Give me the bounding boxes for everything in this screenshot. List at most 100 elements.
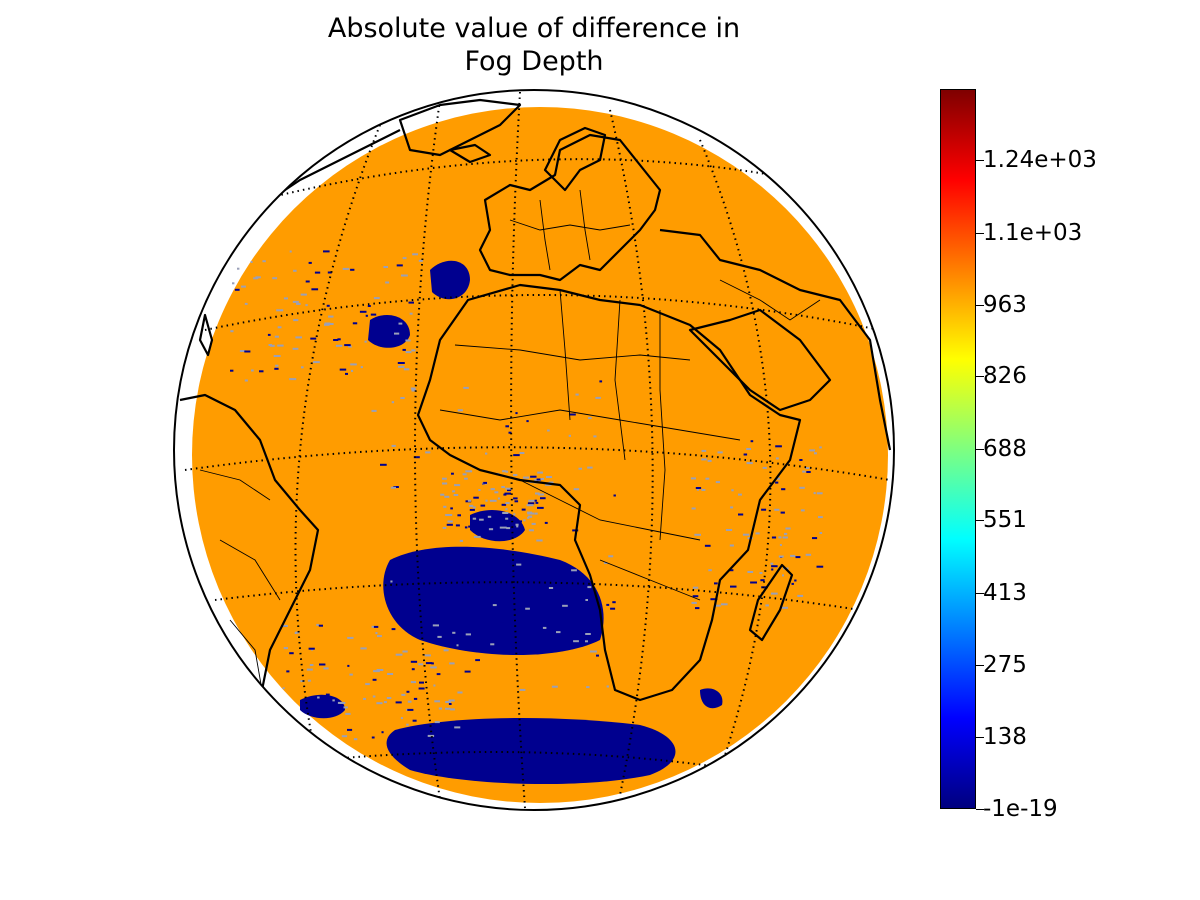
speckle	[445, 701, 451, 703]
speckle	[365, 314, 368, 317]
speckle	[450, 708, 455, 711]
speckle	[418, 663, 423, 666]
speckle	[434, 700, 440, 703]
speckle	[311, 288, 319, 291]
speckle	[608, 555, 614, 558]
low-value-patch-north-atlantic-a	[430, 260, 470, 300]
speckle	[230, 369, 234, 372]
speckle	[442, 482, 448, 485]
speckle	[497, 497, 501, 500]
speckle	[347, 728, 353, 731]
speckle	[395, 701, 402, 704]
globe-outline	[173, 89, 895, 811]
speckle	[317, 696, 320, 699]
speckle	[496, 529, 500, 532]
colorbar-tick	[976, 665, 984, 666]
parallel-30s	[214, 581, 861, 611]
speckle	[326, 304, 330, 307]
speckle	[440, 707, 443, 710]
speckle	[341, 735, 348, 738]
speckle	[360, 366, 363, 369]
speckle	[701, 458, 707, 461]
speckle	[513, 474, 518, 476]
speckle	[750, 440, 754, 443]
speckle	[411, 668, 415, 671]
speckle	[473, 535, 481, 538]
speckle	[812, 537, 818, 540]
speckle	[410, 387, 416, 390]
speckle	[267, 333, 271, 336]
border-sahel	[439, 409, 741, 441]
speckle	[372, 695, 376, 698]
speckle	[332, 699, 335, 702]
speckle	[463, 386, 469, 389]
speckle	[809, 449, 815, 452]
speckle	[478, 489, 481, 491]
speckle	[419, 681, 424, 684]
speckle	[490, 499, 497, 502]
speckle	[465, 633, 471, 636]
low-value-patch-mid-atlantic	[470, 510, 525, 542]
speckle	[411, 389, 416, 392]
speckle	[596, 654, 599, 657]
speckle	[505, 470, 509, 473]
speckle	[289, 652, 294, 655]
speckle	[456, 644, 459, 647]
speckle	[819, 532, 823, 534]
speckle	[515, 523, 519, 526]
speckle	[373, 297, 380, 300]
speckle	[410, 660, 418, 663]
speckle	[516, 563, 522, 566]
speckle	[250, 261, 253, 263]
speckle	[360, 647, 367, 650]
speckle	[412, 253, 418, 256]
speckle	[535, 492, 540, 495]
speckle	[397, 362, 405, 364]
speckle	[449, 662, 455, 665]
speckle	[308, 647, 315, 650]
speckle	[387, 673, 394, 675]
speckle	[573, 640, 579, 643]
speckle	[344, 344, 351, 347]
speckle	[746, 448, 751, 450]
speckle	[465, 470, 473, 473]
speckle	[527, 516, 530, 519]
speckle	[436, 673, 441, 676]
speckle	[613, 494, 616, 497]
speckle	[730, 506, 734, 509]
speckle	[572, 529, 579, 532]
colorbar-tick	[976, 809, 984, 810]
speckle	[274, 335, 279, 338]
speckle	[537, 506, 544, 509]
speckle	[442, 527, 447, 529]
colorbar-tick	[976, 159, 984, 161]
speckle	[790, 554, 796, 557]
speckle	[548, 587, 554, 589]
speckle	[283, 297, 288, 300]
speckle	[556, 631, 561, 634]
speckle	[410, 681, 416, 684]
speckle	[333, 339, 339, 341]
speckle	[282, 624, 288, 627]
speckle	[715, 481, 720, 484]
speckle	[313, 361, 320, 364]
colorbar-tick-label: 688	[983, 435, 1027, 462]
speckle	[690, 477, 696, 480]
speckle	[347, 636, 354, 639]
speckle	[275, 364, 279, 367]
speckle	[760, 579, 765, 582]
speckle	[483, 481, 487, 484]
speckle	[542, 626, 547, 629]
speckle	[371, 409, 377, 412]
plot-title: Absolute value of difference in Fog Dept…	[234, 12, 834, 78]
colorbar-tick	[976, 736, 984, 738]
speckle	[437, 635, 442, 638]
speckle	[575, 393, 579, 396]
colorbar-tick-label: -1e-19	[983, 796, 1058, 822]
speckle	[507, 489, 512, 492]
speckle	[352, 322, 358, 325]
meridian-60w	[294, 124, 381, 781]
speckle	[383, 701, 387, 704]
speckle	[418, 259, 423, 262]
speckle	[394, 332, 400, 335]
